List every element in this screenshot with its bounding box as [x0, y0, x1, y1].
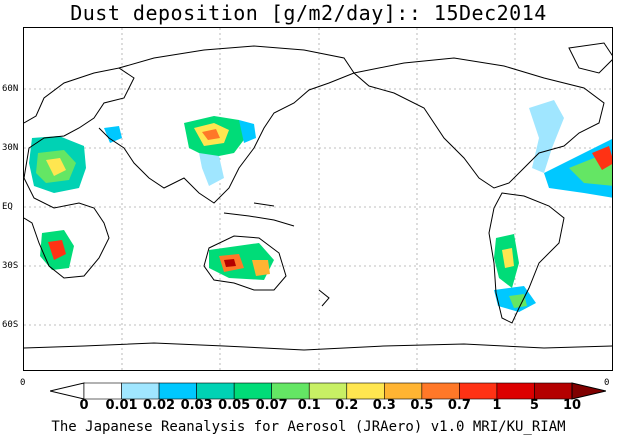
- coastlines: [24, 42, 612, 351]
- graticule: [24, 28, 612, 370]
- colorbar-right-arrow: [571, 382, 606, 400]
- colorbar-cell: [83, 382, 122, 400]
- colorbar-right-end-label: 0: [604, 378, 610, 388]
- lat-label-30s: 30S: [2, 261, 19, 271]
- colorbar-cell: [121, 382, 160, 400]
- lat-label-60n: 60N: [2, 84, 19, 94]
- lat-label-eq: EQ: [2, 202, 13, 212]
- map-title: Dust deposition [g/m2/day]:: 15Dec2014: [70, 1, 547, 25]
- colorbar-tick-label: 0.02: [143, 398, 176, 413]
- colorbar-tick-label: 5: [529, 398, 539, 413]
- colorbar-cell: [308, 382, 348, 400]
- colorbar-cell: [421, 382, 460, 400]
- colorbar-tick-label: 1: [492, 398, 502, 413]
- footer-credit: The Japanese Reanalysis for Aerosol (JRA…: [51, 419, 566, 435]
- lat-label-60s: 60S: [2, 320, 19, 330]
- lat-label-30n: 30N: [2, 143, 19, 153]
- colorbar-cell: [384, 382, 423, 400]
- colorbar-cell: [196, 382, 235, 400]
- colorbar-tick-label: 0.3: [372, 398, 396, 413]
- colorbar-tick-label: 10: [562, 398, 582, 413]
- map-canvas: [24, 28, 612, 370]
- colorbar-tick-label: 0: [79, 398, 89, 413]
- colorbar-cell: [534, 382, 573, 400]
- colorbar-left-end-label: 0: [20, 378, 26, 388]
- colorbar-tick-label: 0.2: [335, 398, 359, 413]
- colorbar-cell: [158, 382, 197, 400]
- colorbar-tick-label: 0.03: [180, 398, 213, 413]
- colorbar-cell: [496, 382, 535, 400]
- dust-field: [29, 100, 612, 312]
- colorbar-cell: [233, 382, 272, 400]
- colorbar-tick-label: 0.5: [410, 398, 434, 413]
- colorbar: [50, 382, 606, 400]
- colorbar-cell: [271, 382, 310, 400]
- colorbar-left-arrow: [50, 382, 85, 400]
- colorbar-tick-label: 0.1: [297, 398, 321, 413]
- colorbar-cell: [459, 382, 498, 400]
- colorbar-tick-label: 0.7: [447, 398, 471, 413]
- colorbar-tick-label: 0.05: [218, 398, 251, 413]
- world-map: [23, 27, 613, 371]
- colorbar-cell: [346, 382, 385, 400]
- colorbar-tick-label: 0.01: [105, 398, 138, 413]
- colorbar-tick-label: 0.07: [255, 398, 288, 413]
